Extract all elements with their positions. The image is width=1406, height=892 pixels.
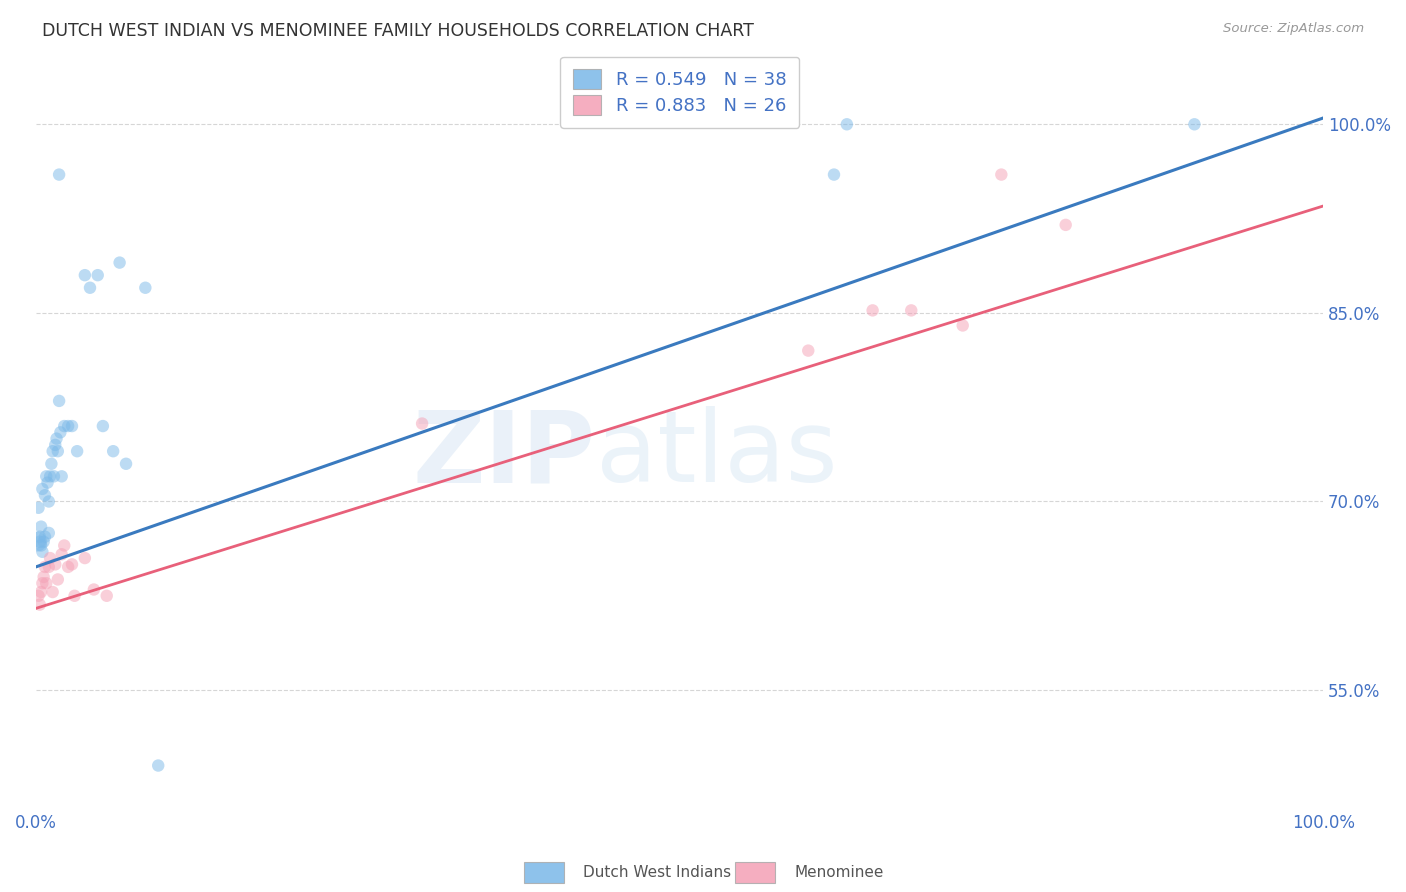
Point — [42, 469, 65, 483]
Point — [797, 343, 820, 358]
Point — [411, 417, 433, 431]
Point — [44, 438, 66, 452]
Point — [25, 534, 48, 549]
Point — [38, 494, 60, 508]
Legend: R = 0.549   N = 38, R = 0.883   N = 26: R = 0.549 N = 38, R = 0.883 N = 26 — [560, 56, 799, 128]
Point — [28, 598, 51, 612]
Point — [38, 560, 60, 574]
Point — [39, 551, 62, 566]
Point — [53, 419, 76, 434]
Point — [38, 525, 60, 540]
Point — [48, 393, 70, 408]
Point — [49, 425, 72, 440]
Point — [34, 530, 56, 544]
Point — [1184, 117, 1206, 131]
Point — [31, 482, 53, 496]
Point — [60, 558, 83, 572]
Point — [900, 303, 922, 318]
Point — [952, 318, 974, 333]
Point — [115, 457, 138, 471]
Point — [73, 268, 96, 282]
Point — [56, 560, 79, 574]
Point — [51, 469, 73, 483]
Point — [73, 551, 96, 566]
Point — [79, 281, 101, 295]
Point — [30, 519, 52, 533]
Text: atlas: atlas — [596, 407, 838, 503]
Point — [46, 444, 69, 458]
Point — [35, 576, 58, 591]
Point — [41, 585, 63, 599]
Point — [1054, 218, 1077, 232]
Point — [96, 589, 118, 603]
Point — [83, 582, 105, 597]
Point — [823, 168, 845, 182]
Text: Dutch West Indians: Dutch West Indians — [583, 865, 731, 880]
Point — [28, 530, 51, 544]
Point — [35, 469, 58, 483]
Point — [101, 444, 124, 458]
Point — [63, 589, 86, 603]
Text: Menominee: Menominee — [794, 865, 884, 880]
Point — [990, 168, 1012, 182]
Point — [32, 534, 55, 549]
Point — [30, 585, 52, 599]
Point — [60, 419, 83, 434]
Point — [32, 570, 55, 584]
Point — [31, 576, 53, 591]
Point — [835, 117, 858, 131]
Point — [41, 444, 63, 458]
Text: DUTCH WEST INDIAN VS MENOMINEE FAMILY HOUSEHOLDS CORRELATION CHART: DUTCH WEST INDIAN VS MENOMINEE FAMILY HO… — [42, 22, 754, 40]
Point — [108, 255, 131, 269]
Point — [87, 268, 110, 282]
Point — [56, 419, 79, 434]
Point — [28, 534, 51, 549]
Point — [46, 573, 69, 587]
Point — [41, 457, 63, 471]
Point — [53, 539, 76, 553]
Point — [30, 539, 52, 553]
Point — [31, 545, 53, 559]
Point — [66, 444, 89, 458]
Point — [37, 475, 59, 490]
Point — [44, 558, 66, 572]
Point — [862, 303, 884, 318]
Point — [34, 560, 56, 574]
Text: ZIP: ZIP — [413, 407, 596, 503]
Point — [45, 432, 67, 446]
Point — [48, 168, 70, 182]
Text: Source: ZipAtlas.com: Source: ZipAtlas.com — [1223, 22, 1364, 36]
Point — [91, 419, 114, 434]
Point — [34, 488, 56, 502]
Point — [51, 547, 73, 561]
Point — [134, 281, 156, 295]
Point — [27, 589, 49, 603]
Point — [39, 469, 62, 483]
Point — [148, 758, 170, 772]
Point — [27, 500, 49, 515]
